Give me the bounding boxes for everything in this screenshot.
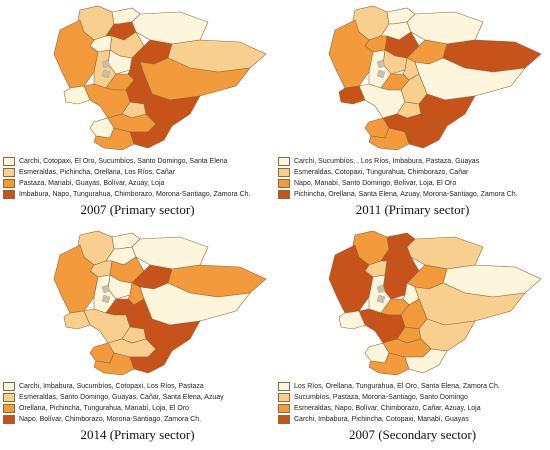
gray-region (376, 59, 386, 69)
gray-region (376, 69, 386, 79)
gray-region (101, 59, 111, 69)
legend-swatch (3, 178, 15, 188)
legend-label: Imbabura, Napo, Tungurahua, Chimborazo, … (19, 190, 251, 198)
province-zamora (129, 123, 173, 149)
gray-region (101, 69, 111, 79)
legend-item: Pichincha, Orellana, Santa Elena, Azuay,… (278, 189, 548, 199)
panel-title: 2007 (Primary sector) (80, 202, 195, 217)
panel-title: 2011 (Primary sector) (355, 202, 470, 217)
legend: Carchi, Imbabura, Sucumbíos, Cotopaxi, L… (3, 381, 273, 425)
legend-swatch (278, 178, 290, 188)
legend: Carchi, Sucumbíos, , Los Ríos, Imbabura,… (278, 156, 548, 200)
legend-item: Carchi, Sucumbíos, , Los Ríos, Imbabura,… (278, 156, 548, 166)
legend-item: Sucumbíos, Pastaza, Morona-Santiago, San… (278, 392, 548, 402)
province-sucumbios (406, 236, 484, 270)
legend-swatch (278, 156, 290, 166)
legend-label: Esmeraldas, Santo Domingo, Guayas, Cañar… (19, 393, 224, 401)
legend-label: Los Ríos, Orellana, Tungurahua, El Oro, … (294, 382, 500, 390)
legend-swatch (278, 414, 290, 424)
province-pastaza (414, 57, 526, 101)
legend-label: Napo, Bolívar, Chimborazo, Morona-Santia… (19, 415, 202, 423)
gray-region (376, 294, 386, 304)
province-sucumbios (131, 236, 209, 270)
province-pastaza (139, 57, 251, 101)
legend-label: Orellana, Pichincha, Tungurahua, Manabí,… (19, 404, 190, 412)
province-santa-elena (338, 310, 366, 330)
province-sucumbios (131, 11, 209, 45)
legend-swatch (278, 403, 290, 413)
province-zamora (129, 348, 173, 374)
legend-label: Esmeraldas, Pichincha, Orellana, Los Río… (19, 168, 176, 176)
legend-swatch (278, 392, 290, 402)
legend: Los Ríos, Orellana, Tungurahua, El Oro, … (278, 381, 548, 425)
legend-swatch (3, 381, 15, 391)
legend-item: Carchi, Cotopaxi, El Oro, Sucumbíos, San… (3, 156, 273, 166)
legend-swatch (3, 189, 15, 199)
legend-item: Pastaza, Manabí, Guayas, Bolívar, Azuay,… (3, 178, 273, 188)
province-zamora (404, 348, 448, 374)
map-panel-3: Carchi, Imbabura, Sucumbíos, Cotopaxi, L… (0, 225, 275, 450)
province-zamora (404, 123, 448, 149)
choropleth-map (328, 230, 542, 376)
legend-label: Esmeraldas, Cotopaxi, Tungurahua, Chimbo… (294, 168, 469, 176)
province-sucumbios (406, 11, 484, 45)
legend-item: Esmeraldas, Santo Domingo, Guayas, Cañar… (3, 392, 273, 402)
legend-swatch (3, 392, 15, 402)
legend-swatch (278, 167, 290, 177)
map-panel-2: Carchi, Sucumbíos, , Los Ríos, Imbabura,… (275, 0, 550, 225)
legend-label: Carchi, Sucumbíos, , Los Ríos, Imbabura,… (294, 157, 480, 165)
province-santa-elena (63, 310, 91, 330)
gray-region (101, 294, 111, 304)
legend-swatch (3, 403, 15, 413)
legend-swatch (3, 414, 15, 424)
panel-title: 2014 (Primary sector) (80, 427, 195, 442)
legend-swatch (3, 156, 15, 166)
province-santa-elena (338, 85, 366, 105)
legend-item: Napo, Bolívar, Chimborazo, Morona-Santia… (3, 414, 273, 424)
gray-region (101, 284, 111, 294)
map-panel-4: Los Ríos, Orellana, Tungurahua, El Oro, … (275, 225, 550, 450)
gray-region (376, 284, 386, 294)
legend-swatch (278, 189, 290, 199)
legend-label: Pichincha, Orellana, Santa Elena, Azuay,… (294, 190, 518, 198)
legend-swatch (278, 381, 290, 391)
legend-label: Carchi, Cotopaxi, El Oro, Sucumbíos, San… (19, 157, 228, 165)
legend-label: Carchi, Imbabura, Pichincha, Cotopaxi, M… (294, 415, 469, 423)
province-santa-elena (63, 85, 91, 105)
choropleth-map (328, 5, 542, 151)
legend-label: Sucumbíos, Pastaza, Morona-Santiago, San… (294, 393, 468, 401)
legend-item: Esmeraldas, Cotopaxi, Tungurahua, Chimbo… (278, 167, 548, 177)
legend: Carchi, Cotopaxi, El Oro, Sucumbíos, San… (3, 156, 273, 200)
legend-label: Napo, Manabí, Santo Domingo, Bolívar, Lo… (294, 179, 457, 187)
legend-swatch (3, 167, 15, 177)
panel-title: 2007 (Secondary sector) (348, 427, 477, 442)
legend-item: Napo, Manabí, Santo Domingo, Bolívar, Lo… (278, 178, 548, 188)
choropleth-map (53, 5, 267, 151)
legend-item: Imbabura, Napo, Tungurahua, Chimborazo, … (3, 189, 273, 199)
legend-label: Pastaza, Manabí, Guayas, Bolívar, Azuay,… (19, 179, 165, 187)
choropleth-map (53, 230, 267, 376)
legend-item: Carchi, Imbabura, Pichincha, Cotopaxi, M… (278, 414, 548, 424)
legend-item: Orellana, Pichincha, Tungurahua, Manabí,… (3, 403, 273, 413)
legend-item: Carchi, Imbabura, Sucumbíos, Cotopaxi, L… (3, 381, 273, 391)
legend-item: Esmeraldas, Napo, Bolívar, Chimborazo, C… (278, 403, 548, 413)
province-pastaza (139, 282, 251, 326)
legend-item: Los Ríos, Orellana, Tungurahua, El Oro, … (278, 381, 548, 391)
legend-label: Esmeraldas, Napo, Bolívar, Chimborazo, C… (294, 404, 481, 412)
legend-label: Carchi, Imbabura, Sucumbíos, Cotopaxi, L… (19, 382, 204, 390)
legend-item: Esmeraldas, Pichincha, Orellana, Los Río… (3, 167, 273, 177)
province-pastaza (414, 282, 526, 326)
map-panel-1: Carchi, Cotopaxi, El Oro, Sucumbíos, San… (0, 0, 275, 225)
